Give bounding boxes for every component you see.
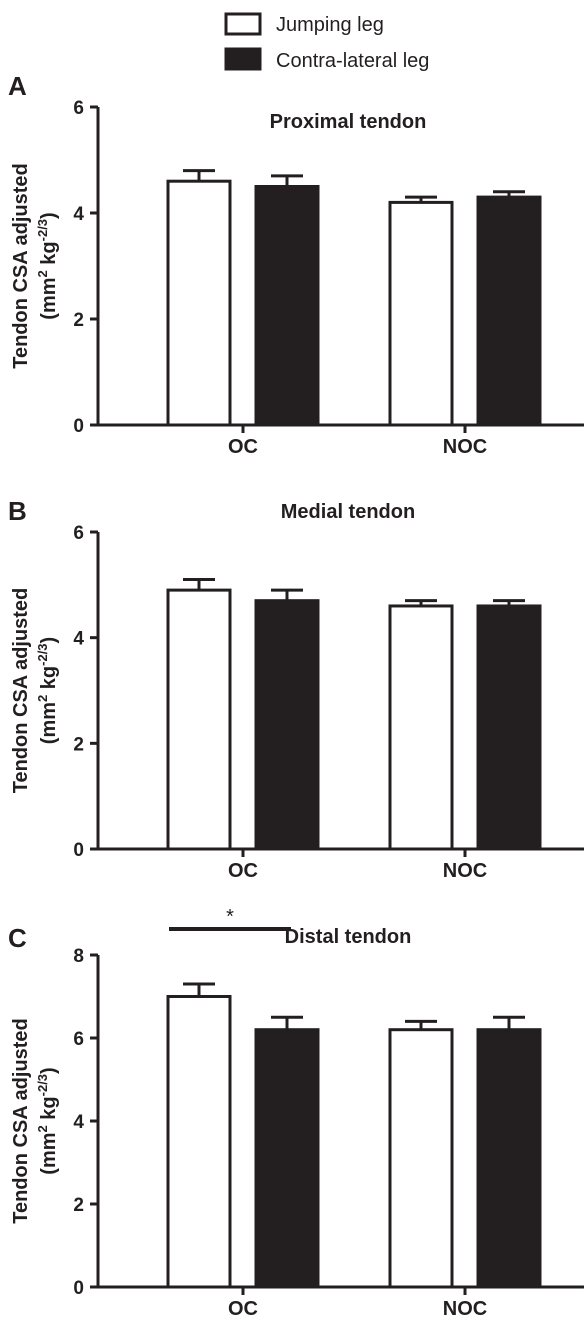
y-axis-label-superscript: -2/3 [35, 643, 50, 665]
bar-contralateral-noc [478, 606, 540, 849]
bar-jumping-noc [390, 1030, 452, 1287]
y-tick-label: 8 [73, 946, 84, 967]
y-axis-label-line1: Tendon CSA adjusted [10, 163, 32, 369]
x-tick-label: NOC [443, 1298, 487, 1319]
panel-letter: B [8, 496, 27, 526]
x-tick-label: OC [228, 436, 258, 458]
bar-jumping-oc [168, 590, 230, 849]
y-tick-label: 2 [73, 310, 84, 331]
y-tick-label: 6 [73, 523, 84, 544]
y-axis-label-line2: (mm2 kg-2/3) [35, 1067, 60, 1174]
legend-label-contralateral: Contra-lateral leg [276, 50, 429, 72]
panel-title: Distal tendon [285, 926, 412, 948]
bar-jumping-oc [168, 181, 230, 425]
y-axis-label-part: ) [38, 1067, 60, 1074]
y-axis-label-part: kg [38, 241, 60, 270]
panel-letter: C [8, 923, 27, 953]
y-axis-label-superscript: 2 [35, 695, 50, 702]
x-tick-label: NOC [443, 860, 487, 882]
legend-swatch-jumping [226, 14, 260, 34]
y-tick-label: 0 [73, 416, 84, 437]
y-axis-label-part: kg [38, 666, 60, 695]
y-tick-label: 6 [73, 1029, 84, 1050]
x-tick-label: OC [228, 1298, 258, 1319]
bar-contralateral-oc [256, 601, 318, 849]
y-tick-label: 4 [73, 1112, 84, 1133]
significance-star: * [226, 906, 234, 928]
bar-contralateral-noc [478, 197, 540, 425]
legend: Jumping leg Contra-lateral leg [226, 14, 429, 72]
y-axis-label-line1: Tendon CSA adjusted [10, 588, 32, 794]
y-axis-label-superscript: -2/3 [35, 1074, 50, 1096]
y-axis-label-part: (mm [38, 277, 60, 319]
legend-swatch-contralateral [226, 49, 260, 69]
y-axis-label-line2: (mm2 kg-2/3) [35, 637, 60, 744]
x-tick-label: NOC [443, 436, 487, 458]
y-tick-label: 6 [73, 98, 84, 119]
y-tick-label: 2 [73, 734, 84, 755]
legend-label-jumping: Jumping leg [276, 14, 384, 36]
y-axis-label-part: kg [38, 1096, 60, 1125]
bar-contralateral-oc [256, 187, 318, 426]
bar-jumping-noc [390, 606, 452, 849]
bar-jumping-noc [390, 202, 452, 425]
y-axis-label-part: (mm [38, 1132, 60, 1174]
bar-contralateral-noc [478, 1030, 540, 1287]
y-axis-label-superscript: 2 [35, 270, 50, 277]
y-tick-label: 4 [73, 204, 84, 225]
x-tick-label: OC [228, 860, 258, 882]
y-axis-label-part: ) [38, 212, 60, 219]
panel-title: Proximal tendon [270, 111, 427, 133]
y-axis-label-line2: (mm2 kg-2/3) [35, 212, 60, 319]
bar-contralateral-oc [256, 1030, 318, 1287]
y-axis-label-part: (mm [38, 702, 60, 744]
y-axis-label-line1: Tendon CSA adjusted [10, 1018, 32, 1224]
y-tick-label: 0 [73, 1278, 84, 1299]
bar-jumping-oc [168, 997, 230, 1288]
panel-title: Medial tendon [281, 501, 415, 523]
panel-letter: A [8, 71, 27, 101]
y-axis-label-part: ) [38, 637, 60, 644]
y-axis-label-superscript: -2/3 [35, 219, 50, 241]
y-tick-label: 4 [73, 629, 84, 650]
y-tick-label: 2 [73, 1195, 84, 1216]
y-tick-label: 0 [73, 840, 84, 861]
y-axis-label-superscript: 2 [35, 1125, 50, 1132]
